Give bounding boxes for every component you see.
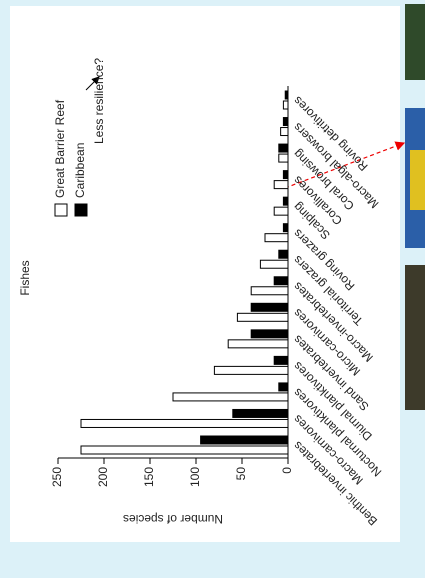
bar [260, 260, 288, 268]
bar [283, 171, 288, 179]
y-tick-label: 250 [50, 467, 64, 487]
bar [201, 436, 288, 444]
bar [214, 366, 288, 374]
photo [405, 4, 425, 80]
bar [285, 91, 288, 99]
y-tick-label: 0 [280, 467, 294, 474]
page: 0 50 100 150 200 250 Number of species Fishes Le… [0, 0, 425, 578]
y-axis-title: Number of species [123, 512, 223, 526]
y-tick-label: 150 [142, 467, 156, 487]
bar [251, 303, 288, 311]
bar [274, 277, 288, 285]
legend-swatch [75, 204, 87, 216]
bar [81, 446, 288, 454]
bar [283, 118, 288, 126]
bar [279, 144, 288, 152]
y-tick-label: 100 [188, 467, 202, 487]
bar [274, 356, 288, 364]
bar [274, 181, 288, 189]
bar [274, 207, 288, 215]
bar [279, 154, 288, 162]
bar [233, 409, 288, 417]
bar [237, 313, 288, 321]
photo [405, 265, 425, 410]
legend-swatch [55, 204, 67, 216]
bar [228, 340, 288, 348]
photo-detail [410, 150, 425, 210]
y-tick-label: 200 [96, 467, 110, 487]
legend-label: Caribbean [73, 143, 87, 198]
bar [279, 250, 288, 258]
bar [283, 197, 288, 205]
bar [251, 287, 288, 295]
bar [281, 128, 288, 136]
bar [81, 419, 288, 427]
bar [279, 383, 288, 391]
bar [173, 393, 288, 401]
bar [265, 234, 288, 242]
annotation: Less resilience? [92, 58, 106, 144]
bar [251, 330, 288, 338]
chart-title: Fishes [18, 260, 32, 295]
y-tick-label: 50 [234, 467, 248, 481]
bar [283, 224, 288, 232]
legend-label: Great Barrier Reef [53, 99, 67, 198]
bar [283, 101, 288, 109]
